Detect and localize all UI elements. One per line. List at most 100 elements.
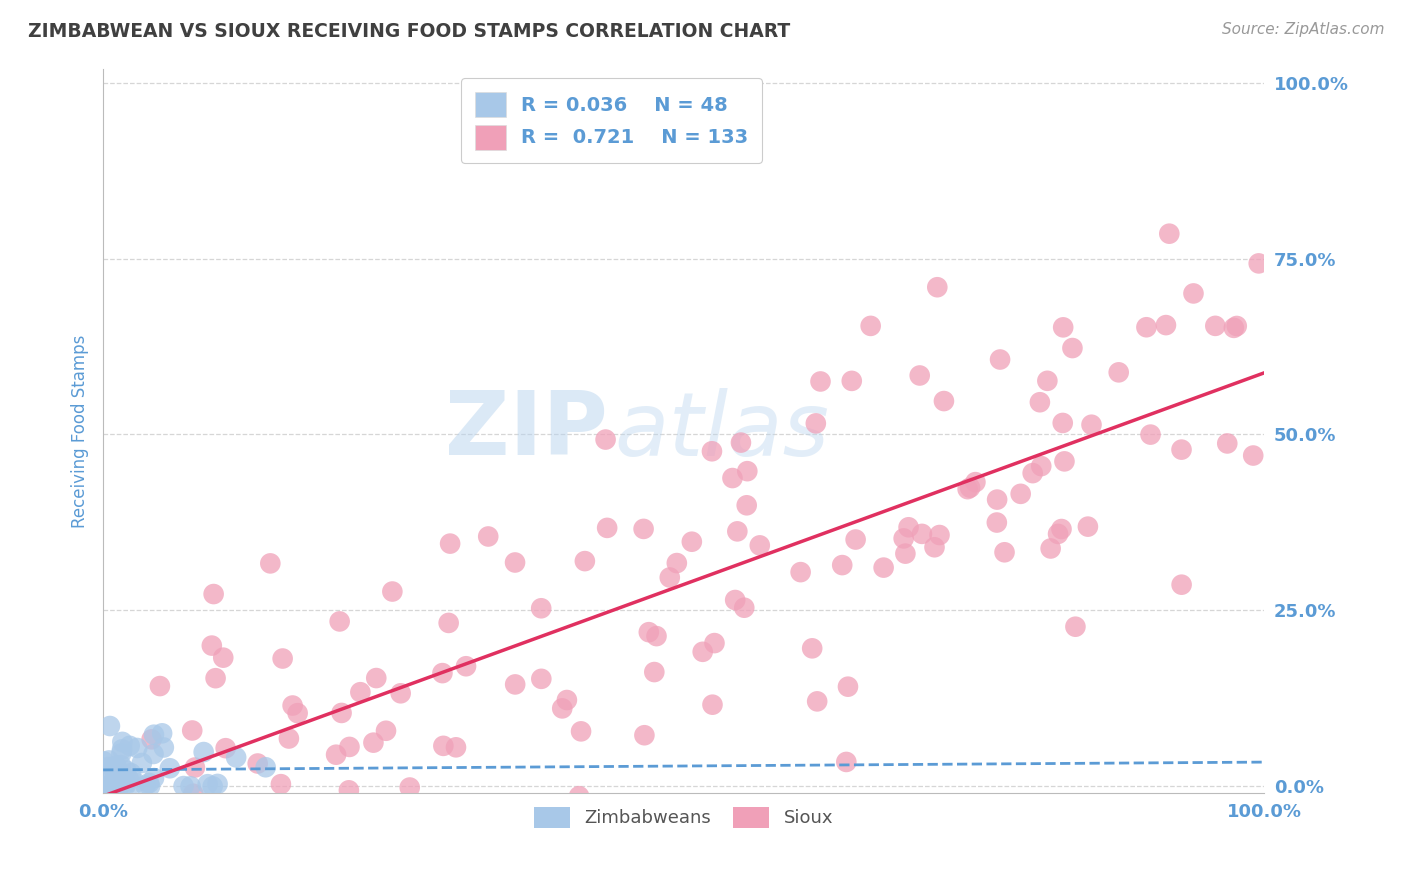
Point: [721, 471, 744, 485]
Point: [202, 587, 225, 601]
Point: [114, 780, 136, 794]
Point: [96, 779, 118, 793]
Point: [138, 776, 160, 790]
Point: [146, 814, 169, 829]
Point: [215, 814, 238, 829]
Point: [111, 742, 134, 756]
Point: [124, 775, 146, 789]
Point: [1154, 318, 1177, 332]
Point: [702, 698, 724, 712]
Point: [270, 777, 292, 791]
Point: [1064, 620, 1087, 634]
Point: [1031, 459, 1053, 474]
Point: [1053, 454, 1076, 468]
Point: [1050, 522, 1073, 536]
Point: [1052, 320, 1074, 334]
Point: [108, 780, 131, 794]
Point: [845, 533, 868, 547]
Point: [893, 532, 915, 546]
Point: [965, 475, 987, 490]
Point: [115, 764, 138, 778]
Point: [97, 754, 120, 768]
Point: [93, 755, 115, 769]
Point: [432, 739, 454, 753]
Point: [105, 764, 128, 778]
Point: [1247, 256, 1270, 270]
Point: [104, 780, 127, 794]
Point: [277, 731, 299, 746]
Point: [337, 783, 360, 797]
Point: [325, 747, 347, 762]
Point: [93, 766, 115, 780]
Point: [959, 481, 981, 495]
Point: [665, 556, 688, 570]
Point: [201, 780, 224, 794]
Point: [551, 701, 574, 715]
Point: [111, 735, 134, 749]
Point: [444, 740, 467, 755]
Point: [1021, 466, 1043, 480]
Point: [214, 741, 236, 756]
Point: [725, 524, 748, 539]
Point: [1241, 449, 1264, 463]
Point: [366, 671, 388, 685]
Point: [120, 766, 142, 780]
Point: [197, 777, 219, 791]
Point: [730, 435, 752, 450]
Point: [633, 522, 655, 536]
Point: [385, 814, 408, 829]
Point: [139, 780, 162, 794]
Point: [503, 677, 526, 691]
Point: [595, 433, 617, 447]
Point: [259, 557, 281, 571]
Point: [927, 280, 949, 294]
Point: [118, 772, 141, 786]
Point: [569, 724, 592, 739]
Point: [724, 593, 747, 607]
Point: [568, 789, 591, 804]
Point: [986, 516, 1008, 530]
Text: ZIMBABWEAN VS SIOUX RECEIVING FOOD STAMPS CORRELATION CHART: ZIMBABWEAN VS SIOUX RECEIVING FOOD STAMP…: [28, 22, 790, 41]
Point: [100, 814, 122, 829]
Point: [658, 570, 681, 584]
Point: [184, 760, 207, 774]
Point: [98, 719, 121, 733]
Point: [339, 739, 361, 754]
Point: [477, 529, 499, 543]
Point: [1080, 417, 1102, 432]
Point: [872, 560, 894, 574]
Point: [804, 417, 827, 431]
Point: [98, 780, 121, 794]
Point: [1170, 442, 1192, 457]
Point: [1039, 541, 1062, 556]
Point: [1036, 374, 1059, 388]
Point: [1170, 577, 1192, 591]
Point: [110, 747, 132, 761]
Point: [131, 756, 153, 770]
Point: [530, 601, 553, 615]
Point: [789, 565, 811, 579]
Point: [986, 492, 1008, 507]
Point: [993, 545, 1015, 559]
Point: [703, 636, 725, 650]
Point: [159, 761, 181, 775]
Point: [924, 541, 946, 555]
Point: [281, 698, 304, 713]
Point: [181, 723, 204, 738]
Point: [142, 747, 165, 761]
Point: [143, 771, 166, 785]
Point: [733, 600, 755, 615]
Point: [831, 558, 853, 573]
Point: [1052, 416, 1074, 430]
Point: [398, 780, 420, 795]
Point: [110, 758, 132, 772]
Point: [1216, 436, 1239, 450]
Point: [439, 536, 461, 550]
Point: [837, 680, 859, 694]
Point: [988, 352, 1011, 367]
Point: [104, 772, 127, 786]
Point: [1047, 527, 1070, 541]
Point: [911, 527, 934, 541]
Point: [128, 814, 150, 829]
Point: [153, 740, 176, 755]
